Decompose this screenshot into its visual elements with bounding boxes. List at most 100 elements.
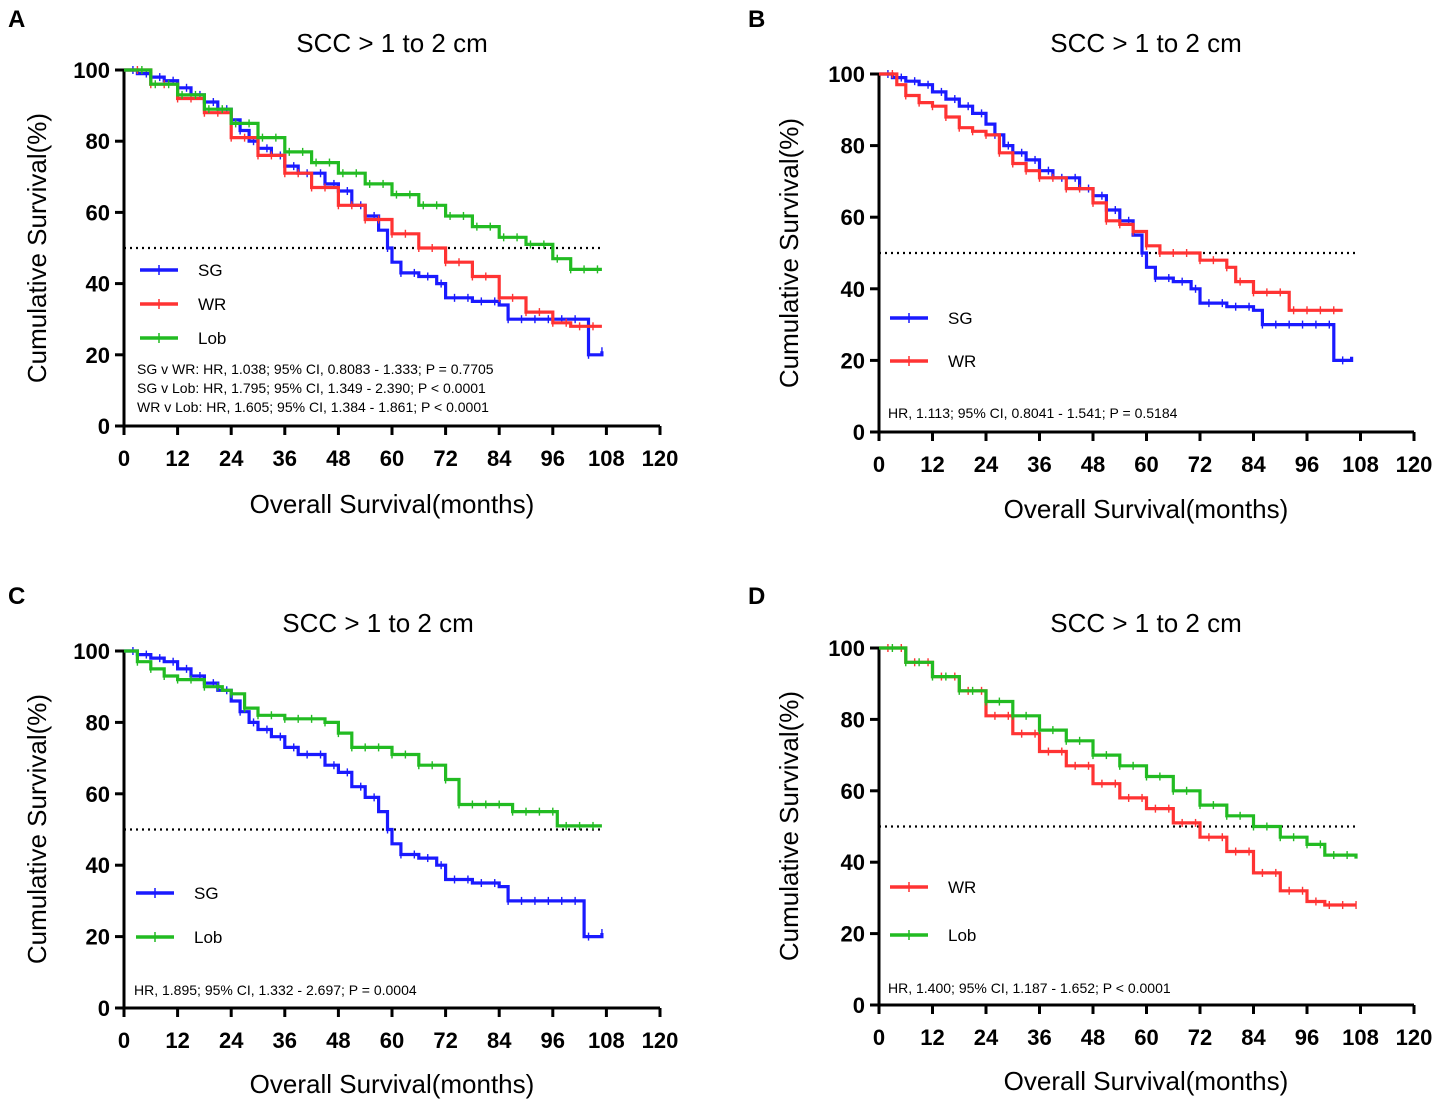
y-tick-label: 20	[841, 922, 865, 947]
x-tick-label: 120	[642, 446, 679, 471]
x-tick-label: 12	[920, 1025, 944, 1050]
x-tick-label: 0	[118, 446, 130, 471]
x-tick-label: 120	[1396, 1025, 1433, 1050]
x-tick-label: 48	[1081, 1025, 1105, 1050]
x-tick-label: 48	[326, 1028, 350, 1053]
hazard-ratio-annotation: WR v Lob: HR, 1.605; 95% CI, 1.384 - 1.8…	[137, 399, 489, 415]
legend-label-wr: WR	[948, 878, 976, 897]
x-tick-label: 0	[873, 1025, 885, 1050]
x-tick-label: 12	[165, 1028, 189, 1053]
y-tick-label: 40	[841, 277, 865, 302]
panel-d: D SCC > 1 to 2 cm 0 20 40 60 80 100 0 12 24 36 48 60 7…	[748, 583, 1432, 1096]
x-tick-label: 108	[588, 446, 625, 471]
series-line-lob	[879, 646, 1358, 859]
x-tick-label: 96	[541, 446, 565, 471]
panel-b: B SCC > 1 to 2 cm 0 20 40 60 80 100 0 12 24 36 48 60 7…	[748, 6, 1432, 524]
panel-c: C SCC > 1 to 2 cm 0 20 40 60 80 100 0 12 24 36 48 60 7…	[8, 583, 678, 1099]
y-tick-label: 80	[86, 129, 110, 154]
x-axis-label: Overall Survival(months)	[1004, 494, 1289, 524]
x-tick-label: 12	[920, 452, 944, 477]
y-axis-label: Cumulative Survival(%)	[774, 118, 804, 388]
x-tick-label: 72	[433, 446, 457, 471]
panel-letter: B	[748, 6, 765, 33]
hazard-ratio-annotation: HR, 1.400; 95% CI, 1.187 - 1.652; P < 0.…	[888, 980, 1171, 996]
y-tick-label: 80	[86, 710, 110, 735]
chart-title: SCC > 1 to 2 cm	[282, 608, 473, 638]
x-tick-label: 36	[273, 1028, 297, 1053]
chart-title: SCC > 1 to 2 cm	[1050, 28, 1241, 58]
legend-label-wr: WR	[948, 352, 976, 371]
y-tick-label: 20	[86, 925, 110, 950]
hazard-ratio-annotation: SG v WR: HR, 1.038; 95% CI, 0.8083 - 1.3…	[137, 361, 494, 377]
x-tick-label: 48	[326, 446, 350, 471]
series-line-sg	[124, 649, 604, 939]
x-axis-label: Overall Survival(months)	[1004, 1066, 1289, 1096]
x-tick-label: 24	[219, 446, 244, 471]
x-tick-label: 84	[487, 1028, 512, 1053]
legend-label-lob: Lob	[198, 329, 226, 348]
x-tick-label: 96	[1295, 1025, 1319, 1050]
y-axis-label: Cumulative Survival(%)	[22, 694, 52, 964]
x-tick-label: 120	[1396, 452, 1433, 477]
x-tick-label: 36	[273, 446, 297, 471]
x-tick-label: 60	[1134, 452, 1158, 477]
x-tick-label: 84	[487, 446, 512, 471]
y-tick-label: 100	[73, 639, 110, 664]
y-tick-label: 100	[828, 62, 865, 87]
y-tick-label: 0	[853, 420, 865, 445]
y-tick-label: 100	[73, 58, 110, 83]
y-tick-label: 60	[86, 200, 110, 225]
x-tick-label: 72	[433, 1028, 457, 1053]
panel-letter: D	[748, 583, 765, 610]
x-tick-label: 84	[1241, 452, 1266, 477]
y-tick-label: 20	[841, 348, 865, 373]
legend-label-lob: Lob	[194, 928, 222, 947]
x-tick-label: 108	[588, 1028, 625, 1053]
y-tick-label: 60	[86, 782, 110, 807]
y-axis-label: Cumulative Survival(%)	[22, 113, 52, 383]
x-tick-label: 60	[1134, 1025, 1158, 1050]
y-tick-label: 0	[853, 993, 865, 1018]
y-tick-label: 80	[841, 134, 865, 159]
panel-letter: A	[8, 6, 25, 33]
x-tick-label: 48	[1081, 452, 1105, 477]
y-tick-label: 0	[98, 414, 110, 439]
legend-label-sg: SG	[194, 884, 219, 903]
legend-label-sg: SG	[198, 261, 223, 280]
x-tick-label: 12	[165, 446, 189, 471]
legend-label-sg: SG	[948, 309, 973, 328]
series-line-wr	[879, 72, 1343, 312]
y-tick-label: 0	[98, 996, 110, 1021]
y-tick-label: 80	[841, 707, 865, 732]
x-tick-label: 0	[873, 452, 885, 477]
y-tick-label: 20	[86, 343, 110, 368]
x-tick-label: 96	[1295, 452, 1319, 477]
x-tick-label: 24	[974, 452, 999, 477]
hazard-ratio-annotation: SG v Lob: HR, 1.795; 95% CI, 1.349 - 2.3…	[137, 380, 486, 396]
x-tick-label: 84	[1241, 1025, 1266, 1050]
hazard-ratio-annotation: HR, 1.113; 95% CI, 0.8041 - 1.541; P = 0…	[888, 405, 1178, 421]
y-axis-label: Cumulative Survival(%)	[774, 691, 804, 961]
x-tick-label: 24	[974, 1025, 999, 1050]
chart-title: SCC > 1 to 2 cm	[1050, 608, 1241, 638]
y-tick-label: 40	[86, 272, 110, 297]
x-tick-label: 108	[1342, 1025, 1379, 1050]
panel-a: A SCC > 1 to 2 cm 0 20 40 60 80 100 0 12 24 36 48 60 7…	[8, 6, 678, 519]
y-tick-label: 60	[841, 205, 865, 230]
x-tick-label: 36	[1027, 452, 1051, 477]
legend-label-lob: Lob	[948, 926, 976, 945]
series-line-wr	[124, 68, 602, 328]
x-tick-label: 60	[380, 446, 404, 471]
panel-letter: C	[8, 583, 25, 610]
y-tick-label: 40	[841, 850, 865, 875]
series-line-lob	[124, 68, 602, 271]
x-tick-label: 60	[380, 1028, 404, 1053]
x-tick-label: 24	[219, 1028, 244, 1053]
y-tick-label: 60	[841, 779, 865, 804]
y-tick-label: 40	[86, 853, 110, 878]
hazard-ratio-annotation: HR, 1.895; 95% CI, 1.332 - 2.697; P = 0.…	[134, 982, 417, 998]
x-tick-label: 72	[1188, 1025, 1212, 1050]
series-line-wr	[879, 646, 1356, 907]
x-tick-label: 120	[642, 1028, 679, 1053]
